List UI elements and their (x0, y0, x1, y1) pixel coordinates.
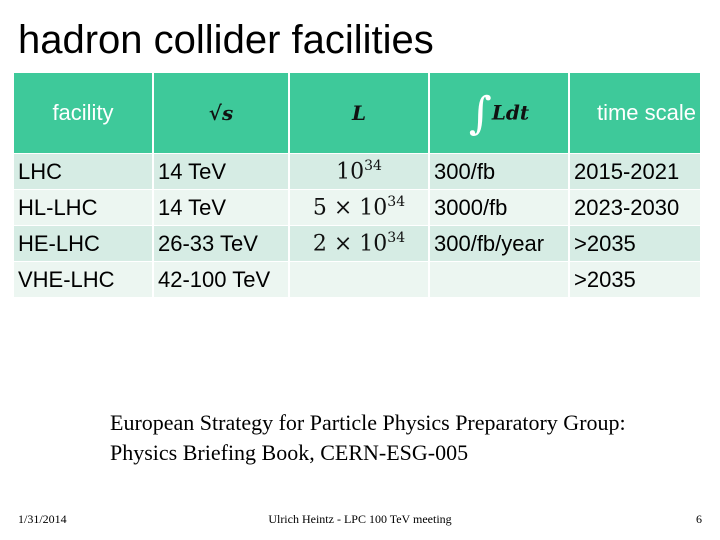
slide-title: hadron collider facilities (18, 18, 434, 62)
cell-integrated-luminosity: 300/fb/year (430, 226, 568, 261)
cell-facility: HE-LHC (14, 226, 152, 261)
header-integrated-luminosity: ∫Ldt (430, 73, 568, 153)
cell-time-scale: >2035 (570, 226, 700, 261)
table-header-row: facility √s L ∫Ldt time scale (14, 73, 700, 153)
cell-facility: LHC (14, 154, 152, 189)
cell-time-scale: 2015-2021 (570, 154, 700, 189)
header-facility: facility (14, 73, 152, 153)
table-row: HE-LHC 26-33 TeV 2 × 1034 300/fb/year >2… (14, 226, 700, 261)
cell-facility: HL-LHC (14, 190, 152, 225)
cell-luminosity: 2 × 1034 (290, 226, 428, 261)
cell-integrated-luminosity: 300/fb (430, 154, 568, 189)
footer-date: 1/31/2014 (18, 512, 67, 526)
integral-symbol: ∫ (468, 87, 492, 139)
header-luminosity: L (290, 73, 428, 153)
cell-time-scale: 2023-2030 (570, 190, 700, 225)
cell-luminosity (290, 262, 428, 297)
header-time-scale: time scale (570, 73, 700, 153)
reference-citation: European Strategy for Particle Physics P… (110, 408, 626, 468)
cell-energy: 14 TeV (154, 154, 288, 189)
reference-line-2: Physics Briefing Book, CERN-ESG-005 (110, 440, 469, 465)
cell-energy: 42-100 TeV (154, 262, 288, 297)
header-sqrt-s: √s (154, 73, 288, 153)
table-row: LHC 14 TeV 1034 300/fb 2015-2021 (14, 154, 700, 189)
cell-integrated-luminosity (430, 262, 568, 297)
cell-luminosity: 1034 (290, 154, 428, 189)
footer-center: Ulrich Heintz - LPC 100 TeV meeting (268, 512, 452, 526)
cell-integrated-luminosity: 3000/fb (430, 190, 568, 225)
table-row: VHE-LHC 42-100 TeV >2035 (14, 262, 700, 297)
facilities-table: facility √s L ∫Ldt time scale LHC 14 TeV… (12, 72, 702, 298)
reference-line-1: European Strategy for Particle Physics P… (110, 410, 626, 435)
cell-time-scale: >2035 (570, 262, 700, 297)
table-row: HL-LHC 14 TeV 5 × 1034 3000/fb 2023-2030 (14, 190, 700, 225)
cell-energy: 26-33 TeV (154, 226, 288, 261)
cell-facility: VHE-LHC (14, 262, 152, 297)
footer-page-number: 6 (696, 512, 702, 526)
cell-energy: 14 TeV (154, 190, 288, 225)
cell-luminosity: 5 × 1034 (290, 190, 428, 225)
